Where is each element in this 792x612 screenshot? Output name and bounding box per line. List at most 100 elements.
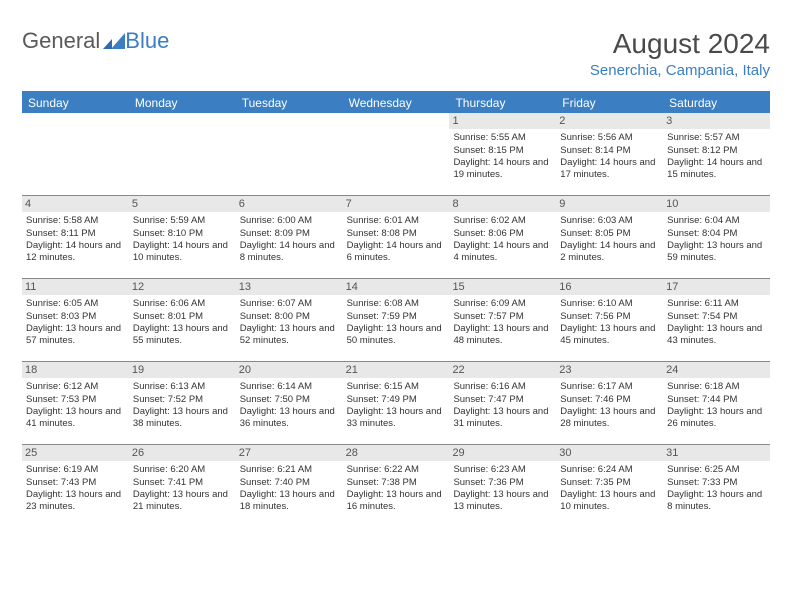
- day-number: 2: [556, 113, 663, 129]
- sunrise-text: Sunrise: 6:08 AM: [347, 298, 446, 310]
- calendar-day: 24Sunrise: 6:18 AMSunset: 7:44 PMDayligh…: [663, 362, 770, 444]
- calendar-day: 26 Sunrise: 6:20 AMSunset: 7:41 PMDayligh…: [129, 445, 236, 527]
- daylight-text: Daylight: 14 hours and 8 minutes.: [240, 240, 339, 265]
- calendar-day: 11Sunrise: 6:05 AMSunset: 8:03 PMDayligh…: [22, 279, 129, 361]
- calendar-day: [129, 113, 236, 195]
- day-number: 24: [663, 362, 770, 378]
- day-number: 22: [449, 362, 556, 378]
- sunset-text: Sunset: 7:49 PM: [347, 394, 446, 406]
- calendar-day: 28Sunrise: 6:22 AMSunset: 7:38 PMDayligh…: [343, 445, 450, 527]
- calendar-week: 1Sunrise: 5:55 AMSunset: 8:15 PMDaylight…: [22, 113, 770, 195]
- sunrise-text: Sunrise: 5:59 AM: [133, 215, 232, 227]
- location-subtitle: Senerchia, Campania, Italy: [590, 62, 770, 79]
- logo-text-blue: Blue: [125, 28, 169, 54]
- calendar-day: 29Sunrise: 6:23 AMSunset: 7:36 PMDayligh…: [449, 445, 556, 527]
- calendar-day: 22Sunrise: 6:16 AMSunset: 7:47 PMDayligh…: [449, 362, 556, 444]
- sunset-text: Sunset: 7:59 PM: [347, 311, 446, 323]
- day-number: 26: [129, 445, 236, 461]
- calendar-day: 25Sunrise: 6:19 AMSunset: 7:43 PMDayligh…: [22, 445, 129, 527]
- calendar-day: 18Sunrise: 6:12 AMSunset: 7:53 PMDayligh…: [22, 362, 129, 444]
- calendar-day: 3Sunrise: 5:57 AMSunset: 8:12 PMDaylight…: [663, 113, 770, 195]
- sunset-text: Sunset: 7:54 PM: [667, 311, 766, 323]
- sunrise-text: Sunrise: 6:20 AM: [133, 464, 232, 476]
- daylight-text: Daylight: 13 hours and 52 minutes.: [240, 323, 339, 348]
- sunrise-text: Sunrise: 5:57 AM: [667, 132, 766, 144]
- calendar-day: 1Sunrise: 5:55 AMSunset: 8:15 PMDaylight…: [449, 113, 556, 195]
- calendar-day: 19Sunrise: 6:13 AMSunset: 7:52 PMDayligh…: [129, 362, 236, 444]
- day-number: 28: [343, 445, 450, 461]
- daylight-text: Daylight: 13 hours and 41 minutes.: [26, 406, 125, 431]
- sunset-text: Sunset: 8:11 PM: [26, 228, 125, 240]
- sunset-text: Sunset: 8:06 PM: [453, 228, 552, 240]
- day-number: 18: [22, 362, 129, 378]
- sunrise-text: Sunrise: 6:15 AM: [347, 381, 446, 393]
- calendar-day: [22, 113, 129, 195]
- calendar-day: 17Sunrise: 6:11 AMSunset: 7:54 PMDayligh…: [663, 279, 770, 361]
- sunset-text: Sunset: 7:56 PM: [560, 311, 659, 323]
- day-number: 23: [556, 362, 663, 378]
- daylight-text: Daylight: 14 hours and 10 minutes.: [133, 240, 232, 265]
- daylight-text: Daylight: 13 hours and 33 minutes.: [347, 406, 446, 431]
- sunrise-text: Sunrise: 6:01 AM: [347, 215, 446, 227]
- weekday-header: Monday: [129, 93, 236, 113]
- sunset-text: Sunset: 7:52 PM: [133, 394, 232, 406]
- sunset-text: Sunset: 8:03 PM: [26, 311, 125, 323]
- day-number: 7: [343, 196, 450, 212]
- calendar-day: 7Sunrise: 6:01 AMSunset: 8:08 PMDaylight…: [343, 196, 450, 278]
- calendar-day: 16Sunrise: 6:10 AMSunset: 7:56 PMDayligh…: [556, 279, 663, 361]
- daylight-text: Daylight: 13 hours and 8 minutes.: [667, 489, 766, 514]
- weekday-header: Thursday: [449, 93, 556, 113]
- daylight-text: Daylight: 13 hours and 36 minutes.: [240, 406, 339, 431]
- daylight-text: Daylight: 13 hours and 18 minutes.: [240, 489, 339, 514]
- calendar-day: 5Sunrise: 5:59 AMSunset: 8:10 PMDaylight…: [129, 196, 236, 278]
- calendar-day: 21 Sunrise: 6:15 AMSunset: 7:49 PMDayligh…: [343, 362, 450, 444]
- calendar-day: 27Sunrise: 6:21 AMSunset: 7:40 PMDayligh…: [236, 445, 343, 527]
- calendar-day: 10Sunrise: 6:04 AMSunset: 8:04 PMDayligh…: [663, 196, 770, 278]
- sunset-text: Sunset: 7:50 PM: [240, 394, 339, 406]
- calendar-day: 13Sunrise: 6:07 AMSunset: 8:00 PMDayligh…: [236, 279, 343, 361]
- calendar-week: 4Sunrise: 5:58 AMSunset: 8:11 PMDaylight…: [22, 195, 770, 278]
- daylight-text: Daylight: 13 hours and 57 minutes.: [26, 323, 125, 348]
- daylight-text: Daylight: 13 hours and 38 minutes.: [133, 406, 232, 431]
- daylight-text: Daylight: 14 hours and 15 minutes.: [667, 157, 766, 182]
- daylight-text: Daylight: 13 hours and 23 minutes.: [26, 489, 125, 514]
- calendar-week: 25Sunrise: 6:19 AMSunset: 7:43 PMDayligh…: [22, 444, 770, 527]
- sunrise-text: Sunrise: 6:12 AM: [26, 381, 125, 393]
- day-number: 20: [236, 362, 343, 378]
- daylight-text: Daylight: 14 hours and 19 minutes.: [453, 157, 552, 182]
- sunrise-text: Sunrise: 6:25 AM: [667, 464, 766, 476]
- day-number: 8: [449, 196, 556, 212]
- day-number: 1: [449, 113, 556, 129]
- sunrise-text: Sunrise: 6:09 AM: [453, 298, 552, 310]
- sunrise-text: Sunrise: 5:55 AM: [453, 132, 552, 144]
- calendar-day: 9Sunrise: 6:03 AMSunset: 8:05 PMDaylight…: [556, 196, 663, 278]
- day-number: 29: [449, 445, 556, 461]
- daylight-text: Daylight: 14 hours and 2 minutes.: [560, 240, 659, 265]
- page-header: General Blue August 2024 Senerchia, Camp…: [22, 28, 770, 79]
- daylight-text: Daylight: 13 hours and 43 minutes.: [667, 323, 766, 348]
- sunset-text: Sunset: 7:41 PM: [133, 477, 232, 489]
- daylight-text: Daylight: 14 hours and 17 minutes.: [560, 157, 659, 182]
- sunrise-text: Sunrise: 6:14 AM: [240, 381, 339, 393]
- sunrise-text: Sunrise: 6:18 AM: [667, 381, 766, 393]
- sunset-text: Sunset: 8:01 PM: [133, 311, 232, 323]
- calendar-day: 30Sunrise: 6:24 AMSunset: 7:35 PMDayligh…: [556, 445, 663, 527]
- daylight-text: Daylight: 13 hours and 59 minutes.: [667, 240, 766, 265]
- month-title: August 2024: [590, 28, 770, 60]
- calendar-day: 2Sunrise: 5:56 AMSunset: 8:14 PMDaylight…: [556, 113, 663, 195]
- sunset-text: Sunset: 8:09 PM: [240, 228, 339, 240]
- calendar-day: [236, 113, 343, 195]
- calendar-week: 11Sunrise: 6:05 AMSunset: 8:03 PMDayligh…: [22, 278, 770, 361]
- day-number: 21: [343, 362, 450, 378]
- sunrise-text: Sunrise: 6:03 AM: [560, 215, 659, 227]
- daylight-text: Daylight: 14 hours and 6 minutes.: [347, 240, 446, 265]
- daylight-text: Daylight: 13 hours and 13 minutes.: [453, 489, 552, 514]
- sunrise-text: Sunrise: 6:22 AM: [347, 464, 446, 476]
- sunrise-text: Sunrise: 6:24 AM: [560, 464, 659, 476]
- sunset-text: Sunset: 8:12 PM: [667, 145, 766, 157]
- calendar-week: 18Sunrise: 6:12 AMSunset: 7:53 PMDayligh…: [22, 361, 770, 444]
- weekday-header: Friday: [556, 93, 663, 113]
- day-number: 14: [343, 279, 450, 295]
- sunrise-text: Sunrise: 5:58 AM: [26, 215, 125, 227]
- daylight-text: Daylight: 13 hours and 21 minutes.: [133, 489, 232, 514]
